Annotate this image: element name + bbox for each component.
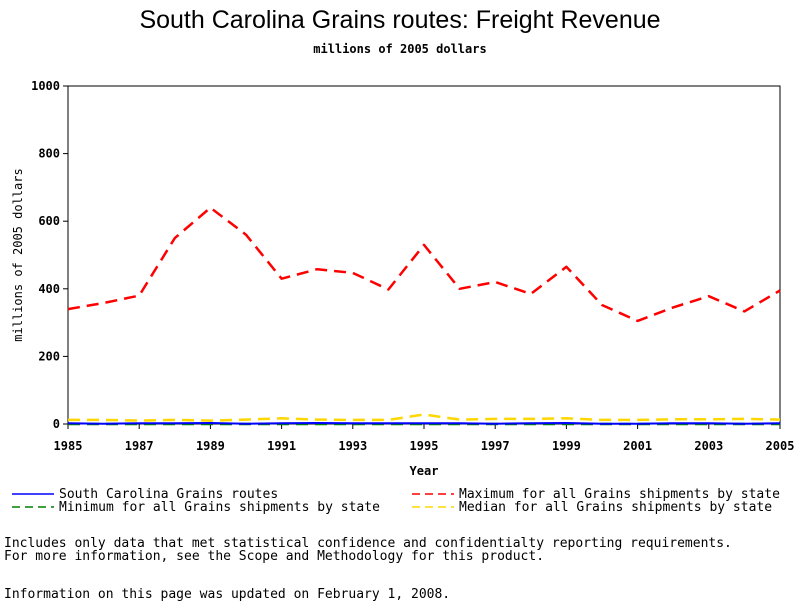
y-tick-label: 1000 — [31, 79, 60, 93]
series-line-south-carolina-grains-routes — [67, 422, 781, 425]
legend: South Carolina Grains routes Maximum for … — [12, 487, 780, 515]
series-line-median-for-all-grains-shipments-by-state — [68, 413, 781, 422]
series-layer — [67, 206, 781, 426]
y-tick-label: 200 — [38, 349, 60, 363]
x-tick-label: 2001 — [623, 439, 652, 453]
legend-label: Median for all Grains shipments by state — [459, 500, 772, 515]
y-tick-label: 800 — [38, 147, 60, 161]
x-axis-label: Year — [410, 464, 439, 478]
y-tick-label: 400 — [38, 282, 60, 296]
x-tick-label: 1991 — [267, 439, 296, 453]
chart-subtitle: millions of 2005 dollars — [313, 42, 487, 56]
chart-title: South Carolina Grains routes: Freight Re… — [139, 6, 661, 34]
y-axis-label: millions of 2005 dollars — [11, 168, 25, 341]
series-line-maximum-for-all-grains-shipments-by-state — [67, 206, 781, 323]
x-tick-label: 1999 — [552, 439, 581, 453]
legend-label: South Carolina Grains routes — [59, 487, 278, 502]
plot-frame — [67, 85, 781, 425]
x-tick-label: 1995 — [410, 439, 439, 453]
footnote-updated: Information on this page was updated on … — [4, 587, 451, 602]
y-tick-label: 600 — [38, 214, 60, 228]
footnote-confidence: Includes only data that met statistical … — [4, 536, 732, 551]
legend-label: Minimum for all Grains shipments by stat… — [59, 500, 380, 515]
axes: 0 200 400 600 800 1000 1985 1987 1989 1991 1993 199… — [31, 79, 794, 453]
x-tick-label: 2005 — [766, 439, 795, 453]
x-tick-label: 1989 — [196, 439, 225, 453]
footnote-methodology: For more information, see the Scope and … — [4, 549, 545, 564]
x-tick-label: 1993 — [338, 439, 367, 453]
x-tick-label: 1985 — [54, 439, 83, 453]
legend-label: Maximum for all Grains shipments by stat… — [459, 487, 780, 502]
y-tick-label: 0 — [53, 417, 60, 431]
x-tick-label: 1997 — [481, 439, 510, 453]
x-tick-label: 1987 — [125, 439, 154, 453]
x-tick-label: 2003 — [694, 439, 723, 453]
